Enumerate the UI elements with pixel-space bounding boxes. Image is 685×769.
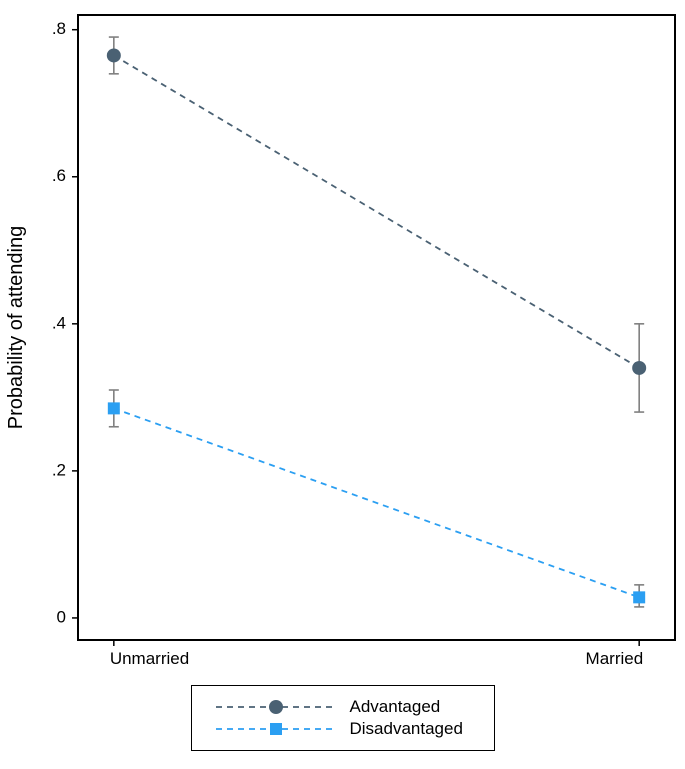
legend-label: Disadvantaged: [350, 718, 470, 740]
y-tick-label: .4: [52, 313, 66, 332]
y-axis-label: Probability of attending: [5, 226, 27, 429]
legend-item: Advantaged: [216, 696, 470, 718]
x-tick-label: Unmarried: [110, 649, 189, 668]
x-tick-label: Married: [586, 649, 644, 668]
legend-swatch: [216, 718, 336, 740]
legend: AdvantagedDisadvantaged: [191, 685, 495, 751]
series-marker: [270, 723, 282, 735]
legend-item: Disadvantaged: [216, 718, 470, 740]
y-tick-label: .8: [52, 19, 66, 38]
y-tick-label: .2: [52, 460, 66, 479]
line-chart: 0 .2 .4 .6 .8 Unmarried Married Probability of …: [0, 0, 685, 769]
series-marker: [632, 361, 646, 375]
y-tick-label: .6: [52, 166, 66, 185]
legend-label: Advantaged: [350, 696, 470, 718]
legend-swatch: [216, 696, 336, 718]
chart-container: 0 .2 .4 .6 .8 Unmarried Married Probability of …: [0, 0, 685, 769]
series-marker: [107, 48, 121, 62]
series-marker: [108, 402, 120, 414]
y-tick-label: 0: [57, 607, 66, 626]
series-marker: [269, 700, 283, 714]
series-marker: [633, 591, 645, 603]
